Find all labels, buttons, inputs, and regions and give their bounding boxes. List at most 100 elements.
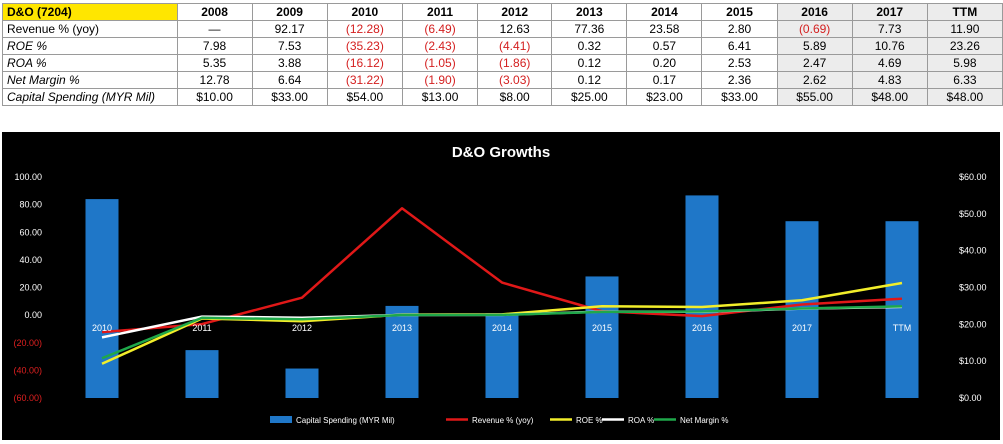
table-cell: $48.00 [851, 88, 928, 106]
year-header: 2014 [626, 3, 703, 21]
table-cell: (1.86) [477, 54, 553, 72]
legend-label: Revenue % (yoy) [472, 416, 534, 425]
row-label: ROE % [2, 37, 178, 55]
series-line-net-margin [101, 305, 903, 360]
legend-label: ROE % [576, 416, 603, 425]
table-cell: 2.36 [701, 71, 778, 89]
table-cell: 4.69 [851, 54, 928, 72]
row-label: Net Margin % [2, 71, 178, 89]
left-axis-tick-label: (20.00) [13, 338, 42, 348]
year-header: TTM [926, 3, 1003, 21]
table-cell: 23.26 [926, 37, 1003, 55]
row-label: Revenue % (yoy) [2, 20, 178, 38]
row-label: ROA % [2, 54, 178, 72]
category-label: 2014 [492, 323, 512, 333]
capital-spending-bar [285, 368, 319, 398]
year-header: 2008 [176, 3, 253, 21]
table-cell: $13.00 [401, 88, 479, 106]
year-header: 2017 [851, 3, 928, 21]
table-row: Net Margin % 12.78 6.64 (31.22) (1.90) (3.03)… [2, 71, 1003, 89]
table-cell: $25.00 [551, 88, 628, 106]
right-axis-tick-label: $60.00 [959, 172, 987, 182]
legend-label: Net Margin % [680, 416, 728, 425]
year-header: 2010 [326, 3, 404, 21]
table-cell: (4.41) [477, 37, 553, 55]
table-row: ROE % 7.98 7.53 (35.23) (2.43) (4.41) 0.32 0.57… [2, 37, 1003, 55]
table-cell: 2.80 [701, 20, 778, 38]
table-cell: 7.73 [851, 20, 928, 38]
capital-spending-bar [685, 195, 719, 398]
table-cell: 5.35 [176, 54, 253, 72]
right-axis-tick-label: $10.00 [959, 356, 987, 366]
metrics-table: D&O (7204) 2008 2009 2010 2011 2012 2013 2014 20… [2, 3, 1003, 106]
table-row: ROA % 5.35 3.88 (16.12) (1.05) (1.86) 0.12 0.20… [2, 54, 1003, 72]
table-cell: (1.05) [401, 54, 479, 72]
table-cell: $10.00 [176, 88, 253, 106]
left-axis-tick-label: 20.00 [19, 283, 42, 293]
table-header-row: D&O (7204) 2008 2009 2010 2011 2012 2013 2014 20… [2, 3, 1003, 21]
table-cell: 0.12 [551, 54, 628, 72]
growth-chart: D&O Growths 100.00 80.00 60.00 40.00 20.00 0.0… [2, 132, 1000, 440]
category-label: TTM [893, 323, 912, 333]
capital-spending-bar [185, 350, 219, 398]
table-cell: 2.62 [776, 71, 853, 89]
table-cell: 6.64 [251, 71, 328, 89]
left-axis-tick-label: (40.00) [13, 365, 42, 375]
table-cell: (31.22) [326, 71, 404, 89]
table-cell: (16.12) [326, 54, 404, 72]
category-label: 2017 [792, 323, 812, 333]
table-cell: (12.28) [326, 20, 404, 38]
table-cell: $33.00 [251, 88, 328, 106]
table-cell: (3.03) [477, 71, 553, 89]
right-axis-tick-label: $0.00 [959, 393, 982, 403]
legend-label: ROA % [628, 416, 654, 425]
table-cell: $33.00 [701, 88, 778, 106]
left-axis-tick-label: 100.00 [14, 172, 42, 182]
table-cell: (2.43) [401, 37, 479, 55]
right-axis-tick-label: $50.00 [959, 209, 987, 219]
capital-spending-bar [585, 276, 619, 398]
left-axis-tick-label: 40.00 [19, 255, 42, 265]
table-cell: (1.90) [401, 71, 479, 89]
category-label: 2012 [292, 323, 312, 333]
table-cell: (35.23) [326, 37, 404, 55]
table-row: Revenue % (yoy) —92.17 (12.28) (6.49) 12.63 7… [2, 20, 1003, 38]
table-cell: $23.00 [626, 88, 703, 106]
table-cell: 23.58 [626, 20, 703, 38]
chart-canvas: D&O Growths 100.00 80.00 60.00 40.00 20.00 0.0… [13, 144, 987, 425]
table-cell: 0.12 [551, 71, 628, 89]
category-label: 2013 [392, 323, 412, 333]
legend-swatch-bar [270, 416, 292, 423]
table-cell: 4.83 [851, 71, 928, 89]
capital-spending-bar [885, 221, 919, 398]
table-cell: (0.69) [776, 20, 853, 38]
table-cell: $54.00 [326, 88, 404, 106]
year-header: 2012 [477, 3, 553, 21]
right-axis-tick-label: $40.00 [959, 246, 987, 256]
left-axis-tick-label: 60.00 [19, 227, 42, 237]
year-header: 2015 [701, 3, 778, 21]
table-cell: (6.49) [401, 20, 479, 38]
table-cell: 7.53 [251, 37, 328, 55]
table-cell: $48.00 [926, 88, 1003, 106]
year-header: 2013 [551, 3, 628, 21]
table-cell: 6.33 [926, 71, 1003, 89]
category-label: 2011 [192, 323, 211, 333]
table-cell: — [176, 20, 253, 38]
left-axis-tick-label: (60.00) [13, 393, 42, 403]
table-cell: 0.32 [551, 37, 628, 55]
legend-label: Capital Spending (MYR Mil) [296, 416, 395, 425]
table-cell: 12.78 [176, 71, 253, 89]
year-header: 2011 [401, 3, 479, 21]
left-axis-tick-label: 0.00 [24, 310, 42, 320]
table-cell: $8.00 [477, 88, 553, 106]
capital-spending-bar [385, 305, 419, 398]
table-cell: 0.20 [626, 54, 703, 72]
table-cell: 92.17 [251, 20, 328, 38]
table-cell: 0.57 [626, 37, 703, 55]
right-axis-tick-label: $20.00 [959, 319, 987, 329]
year-header: 2009 [251, 3, 328, 21]
category-label: 2010 [92, 323, 112, 333]
table-cell: 3.88 [251, 54, 328, 72]
table-cell: 2.53 [701, 54, 778, 72]
